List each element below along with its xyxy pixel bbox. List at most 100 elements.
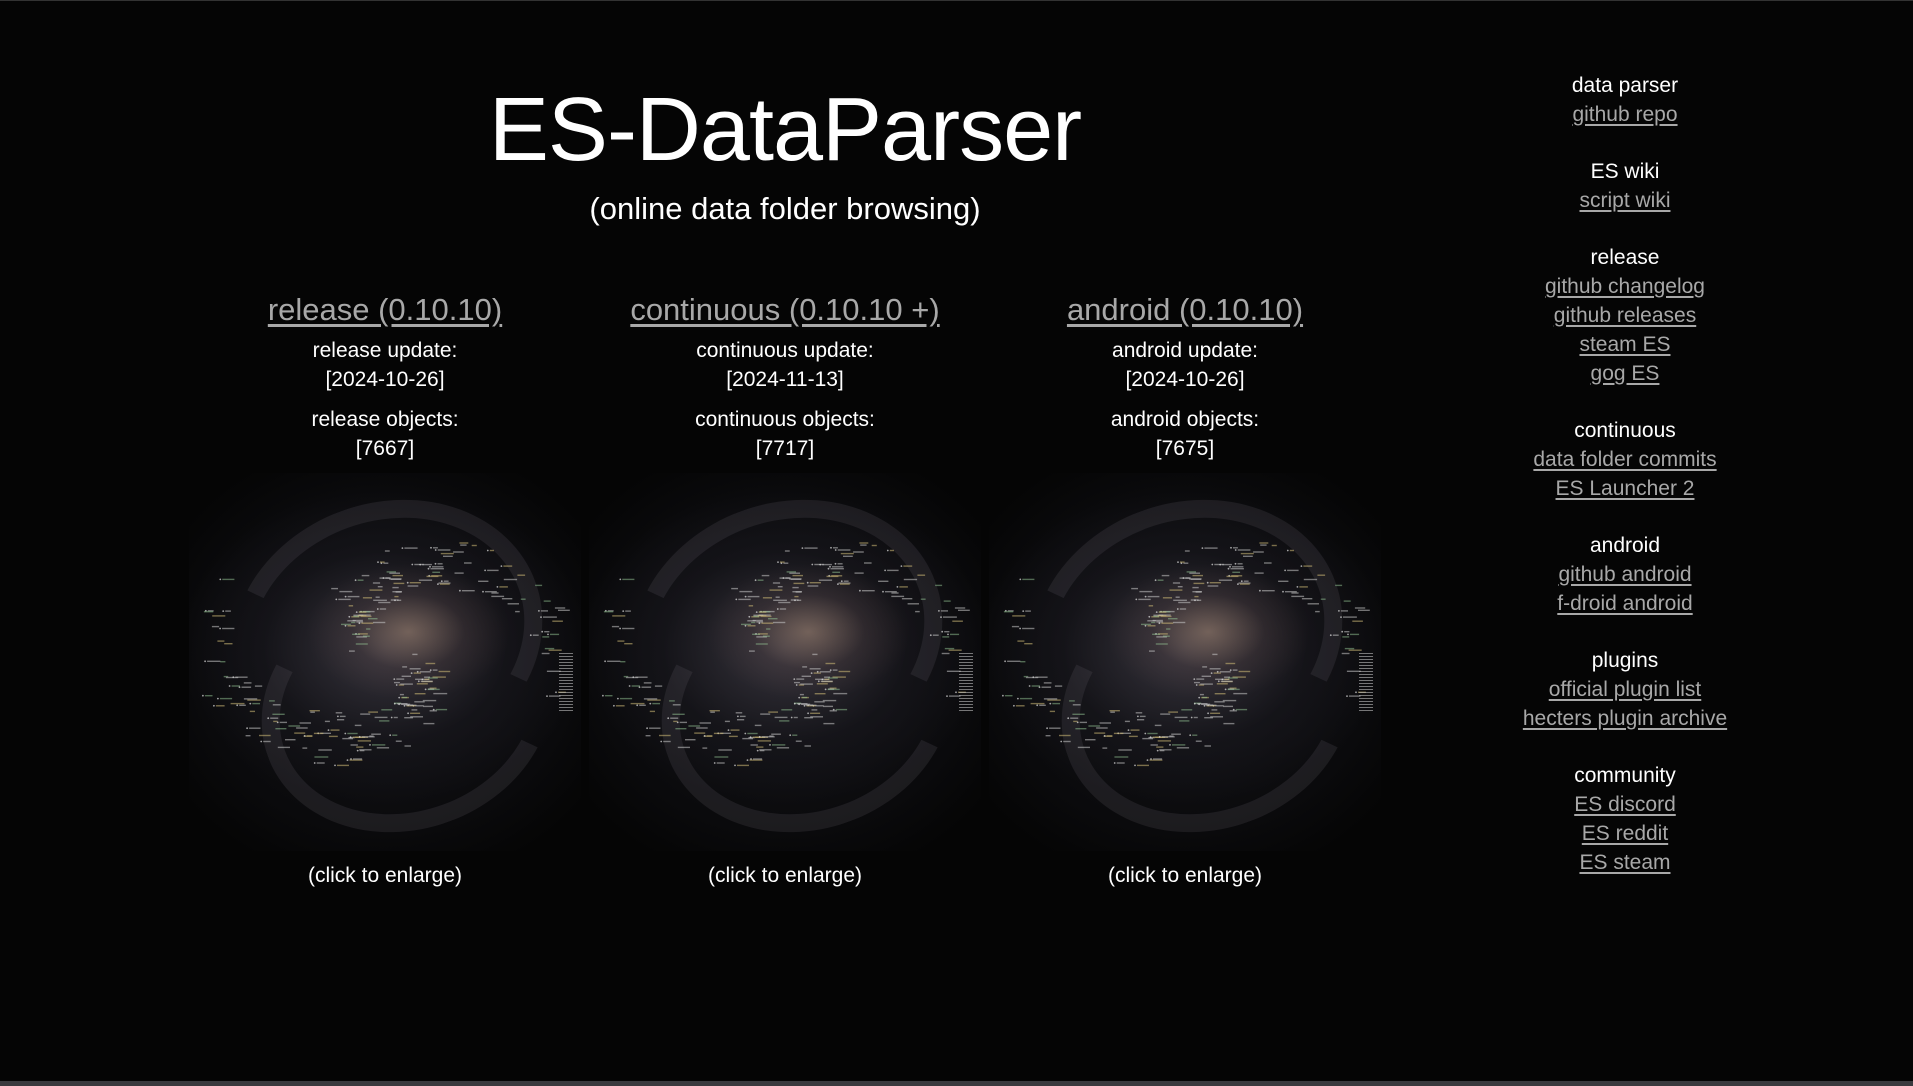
android-galaxy-map-thumbnail[interactable] <box>989 473 1381 851</box>
galaxy-system-label <box>275 728 287 730</box>
official-plugin-list-link[interactable]: official plugin list <box>1548 678 1702 701</box>
galaxy-system-label <box>355 736 368 738</box>
galaxy-system-dot <box>834 562 837 565</box>
galaxy-system-label <box>944 631 950 633</box>
galaxy-system-label <box>1049 727 1061 729</box>
galaxy-system-label <box>748 737 755 739</box>
galaxy-system-dot <box>1195 684 1198 686</box>
galaxy-system-label <box>347 620 356 622</box>
galaxy-system-label <box>1039 704 1046 706</box>
galaxy-system-label <box>620 661 626 663</box>
galaxy-system-label <box>384 550 390 552</box>
galaxy-system-label <box>1054 685 1063 687</box>
galaxy-system-label <box>550 633 560 636</box>
galaxy-system-label <box>1214 563 1224 566</box>
galaxy-system-label <box>948 649 962 651</box>
es-launcher-2-link[interactable]: ES Launcher 2 <box>1555 477 1695 500</box>
sidebar-group-plugins: plugins official plugin list hecters plu… <box>1475 646 1775 733</box>
galaxy-system-dot <box>355 611 358 613</box>
galaxy-system-label <box>351 621 356 624</box>
es-discord-link[interactable]: ES discord <box>1574 793 1676 816</box>
galaxy-system-label <box>385 577 391 579</box>
sidebar-group-header: android <box>1589 534 1661 557</box>
release-heading-link[interactable]: release (0.10.10) <box>267 292 503 327</box>
galaxy-system-label <box>230 702 245 705</box>
release-galaxy-map-thumbnail[interactable] <box>189 473 581 851</box>
galaxy-system-label <box>604 695 613 697</box>
galaxy-system-label <box>461 590 475 592</box>
galaxy-system-dot <box>750 758 752 760</box>
continuous-galaxy-map-thumbnail[interactable] <box>589 473 981 851</box>
galaxy-system-label <box>515 610 520 613</box>
galaxy-system-label <box>279 721 287 724</box>
galaxy-system-label <box>801 703 811 705</box>
galaxy-system-label <box>288 725 301 727</box>
galaxy-system-label <box>673 720 678 723</box>
galaxy-system-label <box>217 640 225 642</box>
page-title: ES-DataParser <box>488 80 1082 180</box>
galaxy-system-label <box>543 616 557 618</box>
es-reddit-link[interactable]: ES reddit <box>1581 822 1669 845</box>
galaxy-system-label <box>1235 708 1248 711</box>
continuous-heading-link[interactable]: continuous (0.10.10 +) <box>630 292 940 327</box>
galaxy-system-label <box>407 585 419 587</box>
galaxy-system-dot <box>1216 670 1219 673</box>
galaxy-system-dot <box>817 680 820 683</box>
android-heading-link[interactable]: android (0.10.10) <box>1066 292 1304 327</box>
galaxy-system-label <box>454 572 464 574</box>
github-releases-link[interactable]: github releases <box>1553 304 1697 327</box>
galaxy-system-label <box>316 762 325 764</box>
sidebar-group-es-wiki: ES wiki script wiki <box>1475 157 1775 215</box>
galaxy-system-label <box>829 687 837 689</box>
galaxy-system-label <box>356 621 364 623</box>
gog-es-link[interactable]: gog ES <box>1590 362 1660 385</box>
galaxy-system-label <box>1161 736 1175 738</box>
galaxy-system-label <box>1303 565 1313 567</box>
galaxy-system-label <box>1120 732 1131 734</box>
galaxy-system-label <box>832 566 844 568</box>
github-changelog-link[interactable]: github changelog <box>1545 275 1705 298</box>
galaxy-system-label <box>418 579 433 581</box>
galaxy-system-label <box>437 549 451 551</box>
galaxy-system-label <box>871 544 877 547</box>
galaxy-system-dot <box>1135 598 1138 601</box>
galaxy-system-label <box>396 678 405 680</box>
galaxy-system-label <box>1340 610 1348 612</box>
galaxy-system-label <box>772 744 786 746</box>
galaxy-system-label <box>780 561 785 563</box>
galaxy-system-label <box>1177 586 1183 588</box>
galaxy-system-dot <box>416 670 419 673</box>
steam-es-link[interactable]: steam ES <box>1579 333 1671 356</box>
galaxy-system-label <box>1174 716 1188 719</box>
galaxy-system-label <box>838 582 851 584</box>
galaxy-system-label <box>535 584 543 587</box>
galaxy-system-label <box>643 682 652 684</box>
galaxy-system-label <box>615 705 625 707</box>
galaxy-system-label <box>1196 678 1205 680</box>
galaxy-system-label <box>1043 682 1052 684</box>
galaxy-system-label <box>1192 591 1202 593</box>
galaxy-system-label <box>1162 597 1172 599</box>
galaxy-system-label <box>838 670 851 673</box>
es-steam-link[interactable]: ES steam <box>1579 851 1671 874</box>
galaxy-system-label <box>243 682 252 684</box>
data-folder-commits-link[interactable]: data folder commits <box>1533 448 1717 471</box>
hecters-plugin-archive-link[interactable]: hecters plugin archive <box>1522 707 1728 730</box>
galaxy-system-label <box>1158 633 1168 635</box>
galaxy-system-label <box>718 749 732 751</box>
galaxy-system-label <box>775 596 780 598</box>
galaxy-system-dot <box>1355 691 1357 694</box>
f-droid-android-link[interactable]: f-droid android <box>1557 592 1693 615</box>
galaxy-system-dot <box>819 563 822 566</box>
galaxy-system-dot <box>1036 704 1039 707</box>
galaxy-system-label <box>273 720 278 723</box>
script-wiki-link[interactable]: script wiki <box>1579 189 1671 212</box>
github-repo-link[interactable]: github repo <box>1572 103 1678 126</box>
galaxy-system-label <box>1193 582 1205 585</box>
galaxy-system-label <box>1211 709 1218 711</box>
github-android-link[interactable]: github android <box>1558 563 1692 586</box>
galaxy-system-label <box>269 700 275 702</box>
galaxy-system-label <box>368 618 378 620</box>
galaxy-system-dot <box>1190 716 1193 719</box>
galaxy-system-dot <box>1182 577 1185 579</box>
